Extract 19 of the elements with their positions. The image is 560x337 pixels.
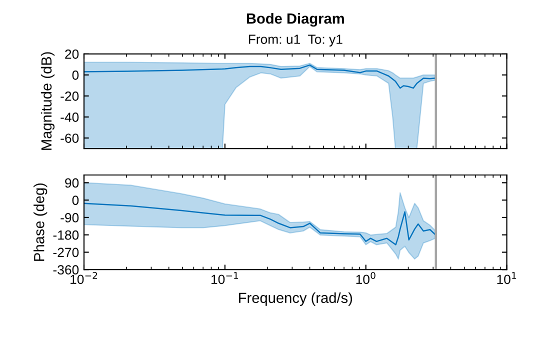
y-tick-label: -40 [60,112,79,122]
y-tick-label: -360 [53,265,79,275]
x-tick-label: 10$^{−1}$ [211,272,238,284]
chart-title: Bode Diagram [246,13,344,27]
y-axis-title: Phase (deg) [34,183,48,261]
y-axis-title: Magnitude (dB) [40,52,55,150]
x-tick-label: 10$^{0}$ [356,272,376,284]
y-tick-label: 20 [65,49,79,59]
x-tick-label: 10$^{1}$ [497,272,516,284]
y-tick-label: -20 [60,92,79,101]
y-tick-label: -90 [60,213,79,222]
y-tick-label: 90 [65,178,79,188]
y-tick-label: 0 [72,70,79,80]
y-tick-label: -270 [53,248,79,258]
y-tick-label: -180 [53,230,79,240]
y-tick-label: -60 [60,134,79,143]
chart-subtitle: From: u1 To: y1 [248,34,342,47]
x-axis-title: Frequency (rad/s) [239,292,352,306]
y-tick-label: 0 [72,196,79,206]
